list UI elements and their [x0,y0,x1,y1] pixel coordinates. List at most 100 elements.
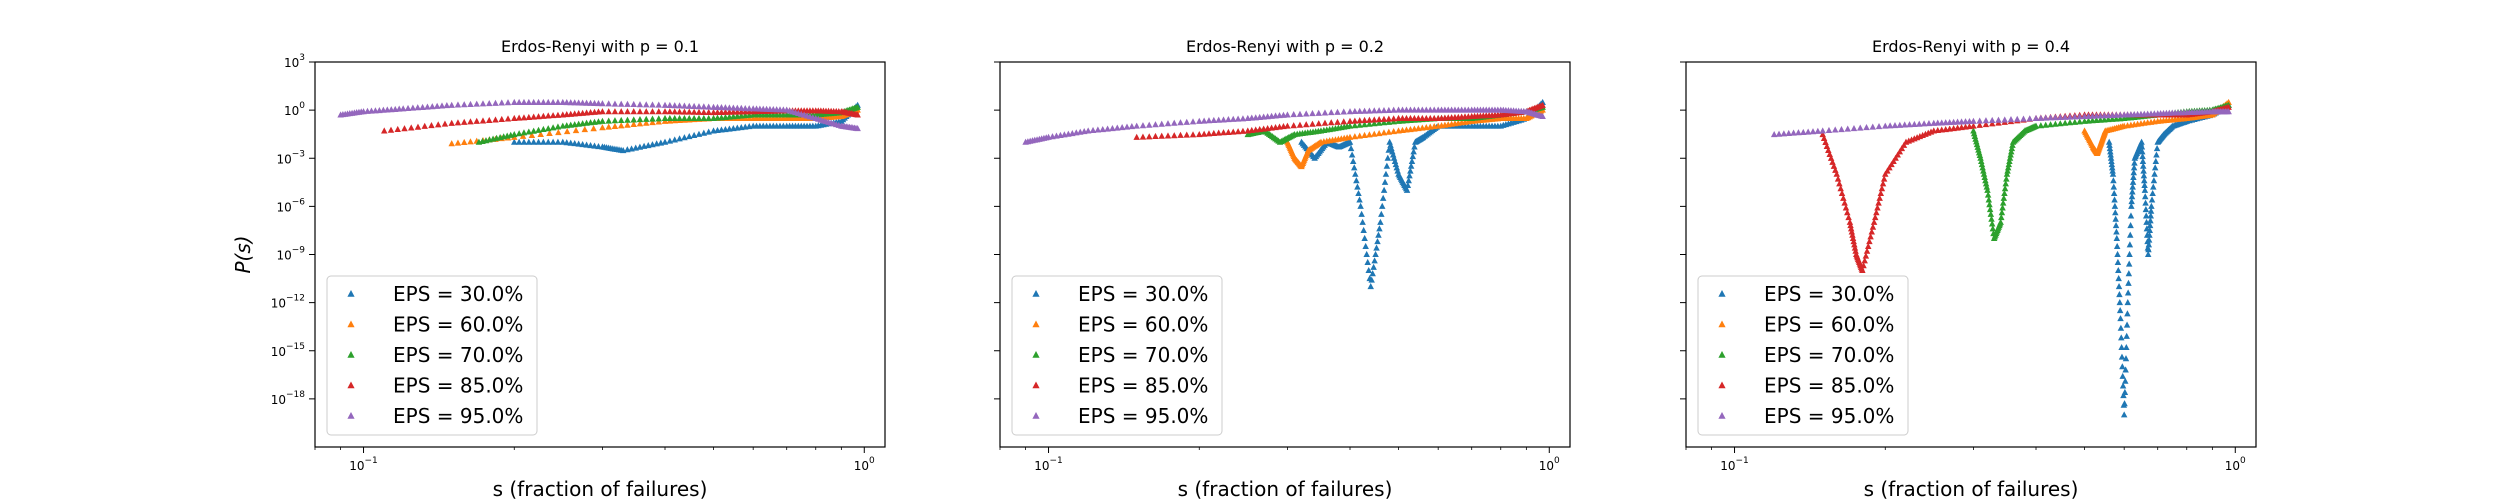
data-point [394,125,401,132]
series-4 [381,107,861,134]
data-point [705,103,712,110]
data-point [454,101,462,108]
data-point [2117,324,2125,331]
data-point [655,101,662,108]
data-point [1999,199,2007,206]
data-point [1321,119,1329,126]
data-point [617,108,625,115]
data-point [1196,130,1203,138]
data-point [1365,266,1372,274]
data-point [2145,241,2153,248]
data-point [1864,242,1872,249]
data-point [1239,115,1247,122]
data-point [1133,133,1140,140]
legend-box [1697,275,1909,436]
data-point [1360,226,1367,233]
data-point [1309,120,1316,127]
data-point [2225,108,2232,115]
data-point [1986,205,1994,213]
data-point [1906,121,1913,128]
data-point [2120,392,2127,399]
data-point [2106,141,2113,148]
data-point [2052,114,2059,121]
data-point [424,103,431,110]
data-point [401,125,408,132]
data-point [624,116,631,123]
data-point [1871,214,1879,221]
data-point [1844,125,1851,132]
data-point [1377,218,1384,225]
data-point [1239,127,1247,134]
data-point [1315,120,1322,127]
data-point [535,98,542,105]
data-point [520,114,528,121]
data-point [2145,246,2152,253]
data-point [1849,231,1856,238]
data-point [2061,119,2069,126]
data-point [1880,175,1888,182]
data-point [1982,121,1990,128]
data-point [1352,170,1359,177]
data-point [1850,238,1857,245]
data-point [636,101,644,108]
data-point [2109,167,2116,174]
data-point [2112,215,2119,222]
data-point [1315,109,1322,116]
data-point [1346,133,1354,140]
legend: EPS = 30.0% EPS = 60.0% EPS = 70.0% EPS = 8… [1011,275,1223,436]
data-point [1846,218,1854,225]
data-point [2004,164,2012,171]
data-point [2114,258,2122,266]
data-point [525,128,533,135]
data-point [1225,116,1232,123]
data-point [854,103,861,110]
series-1 [511,101,861,154]
data-point [1375,107,1383,114]
data-point [2110,177,2117,184]
data-point [479,117,487,124]
data-point [624,108,631,115]
data-point [630,116,637,123]
data-point [1234,128,1242,135]
data-point [2105,138,2113,145]
data-point [2003,170,2011,177]
data-point [591,142,598,149]
data-point [2128,193,2136,200]
y-tick-label: 10−6 [276,197,305,214]
legend-label: EPS = 60.0% [1764,313,1894,337]
data-point [1876,194,1883,201]
data-point [2127,212,2135,219]
data-point [1860,262,1867,269]
data-point [2124,310,2131,317]
legend-marker [1032,290,1040,297]
data-point [1382,170,1390,177]
data-point [1981,173,1988,181]
data-point [700,114,708,122]
data-point [617,116,625,124]
data-point [1383,162,1391,169]
data-point [1997,218,2004,225]
data-point [1770,130,1778,138]
data-point [1998,214,2005,221]
series-1 [2105,101,2232,418]
data-point [1884,167,1891,174]
legend-marker [347,320,355,328]
data-point [460,138,468,146]
data-point [1390,106,1397,113]
data-point [1371,107,1378,114]
data-point [1321,109,1329,116]
data-point [1841,199,1848,206]
legend-marker [1032,381,1040,389]
data-point [686,133,693,140]
data-point [1364,258,1371,266]
y-tick-label: 10−15 [271,342,305,359]
data-point [1380,115,1388,122]
data-point [1171,132,1178,139]
data-point [1089,126,1097,134]
x-tick-label: 100 [854,456,875,473]
data-point [2113,242,2121,249]
data-point [540,112,547,119]
data-point [1867,233,1874,240]
legend-label: EPS = 30.0% [1078,282,1208,306]
data-point [428,122,435,129]
